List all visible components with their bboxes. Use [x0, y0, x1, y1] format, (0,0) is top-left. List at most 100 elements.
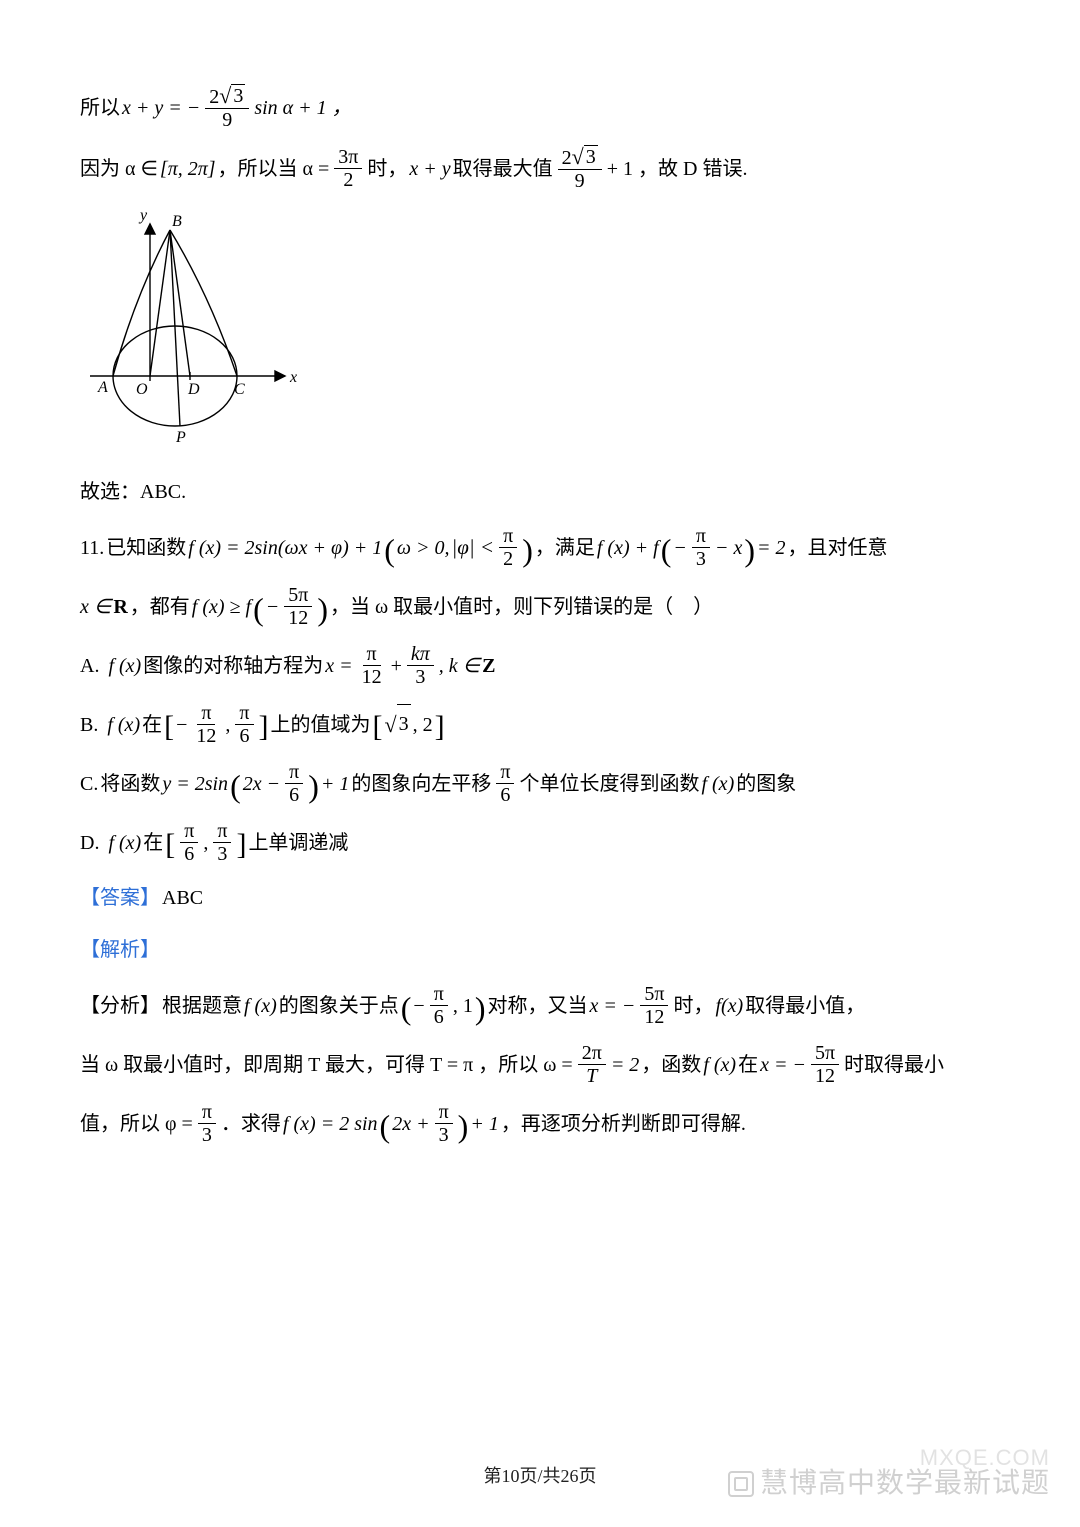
neg: −: [413, 987, 424, 1025]
denominator: 6: [180, 843, 198, 865]
text: 时取得最小: [844, 1046, 944, 1084]
watermark-text: 慧博高中数学最新试题: [760, 1467, 1050, 1498]
text: , 2: [413, 706, 433, 744]
option-label: A.: [80, 647, 99, 685]
math: 2x +: [392, 1105, 429, 1143]
text: 取得最小值，: [745, 987, 865, 1025]
geometry-figure: y x B A O D C P: [80, 206, 1000, 459]
math: − x: [715, 529, 742, 567]
label-C: C: [234, 381, 245, 398]
analysis-3: 值，所以 φ = π 3 ．求得 f (x) = 2 sin ( 2x + π …: [80, 1101, 1000, 1146]
text: 上单调递减: [248, 824, 348, 862]
numerator: 3π: [334, 146, 362, 169]
numerator: π: [213, 820, 231, 843]
text: 在: [738, 1046, 758, 1084]
fraction: π 6: [180, 820, 198, 865]
denominator: 2: [339, 169, 357, 191]
denominator: T: [582, 1065, 601, 1087]
set-Z: Z: [482, 647, 495, 685]
text: ，且对任意: [787, 529, 887, 567]
text: 的图象: [736, 765, 796, 803]
text: 时，: [367, 150, 407, 188]
text: 当 ω 取最小值时，即周期 T 最大，可得 T = π ，所以 ω =: [80, 1046, 573, 1084]
text: 在: [142, 706, 162, 744]
denominator: 6: [235, 725, 253, 747]
numerator: π: [198, 1101, 216, 1124]
text: 取得最大值: [453, 150, 553, 188]
text: , k ∈: [439, 647, 480, 685]
denominator: 3: [692, 548, 710, 570]
denominator: 3: [411, 666, 429, 688]
text: 故选：ABC.: [80, 473, 186, 511]
fraction: π 6: [285, 761, 303, 806]
denominator: 3: [213, 843, 231, 865]
text: ，都有: [130, 588, 190, 626]
text: 所以: [80, 89, 120, 127]
math: f (x) = 2sin(ωx + φ) + 1: [188, 529, 382, 567]
math: |φ| <: [452, 528, 495, 568]
label-x: x: [289, 369, 297, 386]
text: ，满足: [535, 529, 595, 567]
text: 上的值域为: [271, 706, 371, 744]
math: f (x): [244, 987, 277, 1025]
math: f (x): [703, 1046, 736, 1084]
math: f (x): [701, 765, 734, 803]
numerator: 2π: [578, 1042, 606, 1065]
math: f(x): [715, 987, 743, 1025]
fraction: kπ 3: [407, 643, 434, 688]
math: = 2: [611, 1046, 640, 1084]
neg: −: [266, 588, 280, 626]
denominator: 12: [811, 1065, 839, 1087]
numerator: π: [496, 761, 514, 784]
text: ．求得: [221, 1105, 281, 1143]
fraction: 2π T: [578, 1042, 606, 1087]
denominator: 6: [430, 1006, 448, 1028]
label-y: y: [138, 207, 148, 224]
math: 2x −: [243, 765, 280, 803]
text: 个单位长度得到函数: [519, 765, 699, 803]
denominator: 9: [218, 109, 236, 131]
numerator: π: [285, 761, 303, 784]
numerator: π: [430, 983, 448, 1006]
text: 的图象关于点: [279, 987, 399, 1025]
analysis-2: 当 ω 取最小值时，即周期 T 最大，可得 T = π ，所以 ω = 2π T…: [80, 1042, 1000, 1087]
math: = 2: [757, 529, 786, 567]
denominator: 12: [284, 607, 312, 629]
option-A: A. f (x) 图像的对称轴方程为 x = π 12 + kπ 3 , k ∈…: [80, 643, 1000, 688]
fraction: π 12: [192, 702, 220, 747]
text: 对称，又当: [487, 987, 587, 1025]
answer-label: 【答案】: [80, 879, 160, 917]
text: 的图象向左平移: [351, 765, 491, 803]
numerator: 5π: [811, 1042, 839, 1065]
fraction: 5π 12: [640, 983, 668, 1028]
numerator: π: [692, 525, 710, 548]
fraction: 5π 12: [284, 584, 312, 629]
answer-value: ABC: [162, 879, 203, 917]
option-D: D. f (x) 在 [ π 6 , π 3 ] 上单调递减: [80, 820, 1000, 865]
denominator: 12: [192, 725, 220, 747]
math: + 1: [321, 765, 350, 803]
text: 根据题意: [162, 987, 242, 1025]
numerator: π: [435, 1101, 453, 1124]
math: y = 2sin: [162, 765, 228, 803]
label-D: D: [187, 381, 200, 398]
para-1: 所以 x + y = − 2√3 9 sin α + 1 ，: [80, 84, 1000, 131]
fraction: 2√3 9: [205, 84, 249, 131]
math: f (x) ≥ f: [192, 588, 251, 626]
label-P: P: [175, 429, 186, 446]
watermark-logo-icon: [728, 1471, 754, 1497]
fraction: π 3: [198, 1101, 216, 1146]
fraction: π 3: [435, 1101, 453, 1146]
denominator: 3: [435, 1124, 453, 1146]
numerator: π: [499, 525, 517, 548]
analysis-label: 【解析】: [80, 931, 1000, 969]
text: , 1: [453, 987, 473, 1025]
denominator: 12: [640, 1006, 668, 1028]
math: f (x) = 2 sin: [283, 1105, 378, 1143]
para-conclusion: 故选：ABC.: [80, 473, 1000, 511]
math: x + y: [409, 150, 450, 188]
math: x =: [325, 647, 352, 685]
head: 【分析】: [80, 987, 160, 1025]
math: f (x): [108, 647, 141, 685]
text: ，函数: [641, 1046, 701, 1084]
